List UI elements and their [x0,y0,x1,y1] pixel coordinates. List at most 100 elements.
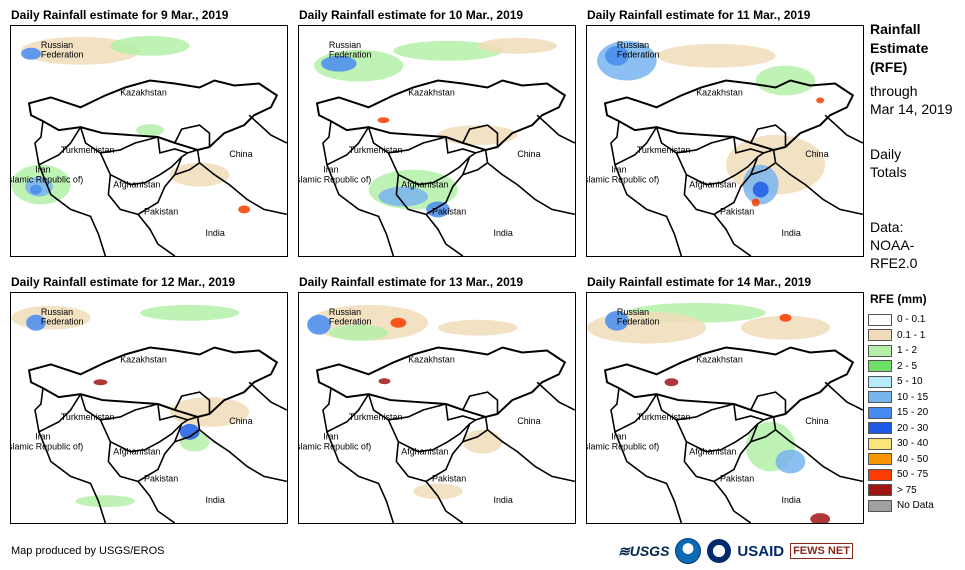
panel-title-2: Daily Rainfall estimate for 10 Mar., 201… [299,8,524,22]
country-label-russia: Russian Federation [617,307,660,327]
panel-title-6: Daily Rainfall estimate for 14 Mar., 201… [587,275,812,289]
map-panel-4: Russian Federation Kazakhstan Turkmenistan I… [10,292,288,524]
legend-swatch [868,484,892,497]
country-border [322,388,370,433]
country-label-pakistan: Pakistan [144,206,178,216]
legend-item: 2 - 5 [868,359,934,375]
country-label-kazakhstan: Kazakhstan [120,87,167,97]
country-label-india: India [782,495,801,505]
legend-label: 5 - 10 [897,376,923,388]
legend-swatch [868,453,892,466]
usaid-seal-icon [707,539,732,563]
legend-item: 20 - 30 [868,421,934,437]
country-border [174,416,201,443]
map-panel-5: Russian Federation Kazakhstan Turkmenistan I… [298,292,576,524]
country-border [462,149,489,176]
rainfall-map: Russian Federation Kazakhstan Turkmenistan I… [11,304,287,523]
legend-swatch [868,437,892,450]
country-border [157,136,198,154]
country-label-india: India [206,228,225,238]
rain-area [238,205,251,214]
country-label-iran: Iran(Islamic Republic of) [587,165,659,185]
country-border [733,136,774,154]
legend-label: 40 - 50 [897,453,929,465]
usaid-logo: USAID [737,542,785,560]
country-border [99,152,189,186]
country-border [79,126,159,154]
legend-item: 0.1 - 1 [868,328,934,344]
country-border [157,403,198,421]
rain-area [752,181,769,198]
country-border [34,388,82,433]
country-border [750,416,777,443]
country-label-china: China [805,416,828,426]
country-label-kazakhstan: Kazakhstan [408,354,455,364]
side-through: through [870,83,918,99]
legend-swatch [868,313,892,326]
country-border [248,114,287,144]
rain-area [413,483,463,500]
rain-area [477,37,557,54]
country-label-kazakhstan: Kazakhstan [120,354,167,364]
rainfall-map: Russian Federation Kazakhstan Turkmenistan I… [299,37,575,256]
country-border [775,162,863,216]
country-border [750,124,787,147]
country-border [38,164,107,256]
rain-area [377,117,390,124]
country-label-china: China [229,416,252,426]
country-border [387,419,477,453]
country-border [462,416,489,443]
rain-area [378,378,391,385]
country-border [614,164,683,256]
rain-area [110,35,190,56]
country-border [536,114,575,144]
rain-area [751,198,760,207]
country-label-india: India [494,228,513,238]
legend-swatch [868,344,892,357]
rain-area [393,40,503,61]
rainfall-map: Russian Federation Kazakhstan Turkmenistan I… [587,302,863,523]
country-border [199,162,287,216]
country-border [174,124,211,147]
legend-swatch [868,391,892,404]
country-border [38,431,107,523]
country-border [655,126,735,154]
map-panel-3: Russian Federation Kazakhstan Turkmenistan I… [586,25,864,257]
country-border [733,403,774,421]
country-label-china: China [229,149,252,159]
legend-swatch [868,422,892,435]
legend-swatch [868,406,892,419]
panel-title-3: Daily Rainfall estimate for 11 Mar., 201… [587,8,811,22]
country-border [387,152,477,186]
fews-net-logo: FEWS NET [790,543,853,559]
country-label-india: India [206,495,225,505]
country-label-turkmenistan: Turkmenistan [637,145,691,155]
country-border [395,156,471,216]
rain-area [307,314,331,335]
country-border [27,346,279,418]
rain-area [328,324,389,341]
legend-item: 10 - 15 [868,390,934,406]
legend-label: 15 - 20 [897,407,929,419]
legend-label: 2 - 5 [897,360,918,372]
legend-item: 0 - 0.1 [868,312,934,328]
legend-label: 30 - 40 [897,438,929,450]
country-label-turkmenistan: Turkmenistan [61,145,115,155]
legend-label: 1 - 2 [897,345,918,357]
country-label-russia: Russian Federation [41,307,84,327]
rain-area [140,304,240,321]
country-label-afghanistan: Afghanistan [401,180,448,190]
rain-area [21,36,141,65]
country-border [174,149,201,176]
country-label-india: India [782,228,801,238]
map-panel-2: Russian Federation Kazakhstan Turkmenistan I… [298,25,576,257]
legend-title: RFE (mm) [870,292,927,306]
country-border [315,79,567,151]
rain-area [169,162,230,187]
country-border [326,431,395,523]
rain-area [378,186,429,207]
panel-title-1: Daily Rainfall estimate for 9 Mar., 2019 [11,8,229,22]
country-label-iran: Iran(Islamic Republic of) [11,432,83,452]
rain-area [779,313,792,322]
country-label-iran: Iran(Islamic Republic of) [299,165,371,185]
